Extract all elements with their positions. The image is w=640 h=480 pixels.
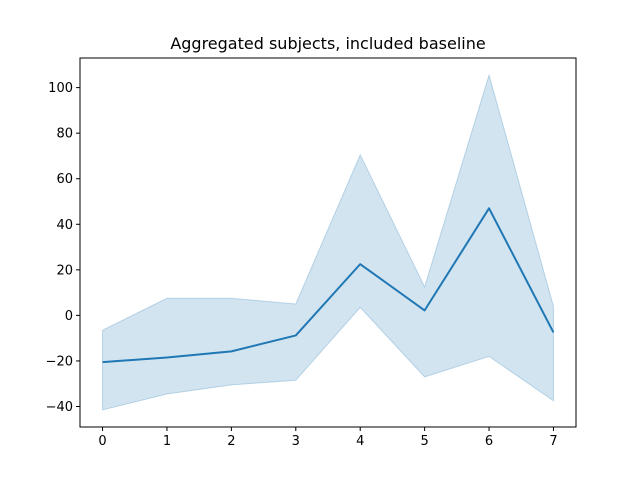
y-tick-label: 100: [48, 81, 73, 96]
x-tick-label: 3: [292, 434, 300, 449]
y-axis: −40 −20 0 20 40 60 80 100: [46, 81, 80, 415]
y-tick-label: −40: [46, 400, 73, 415]
x-tick-label: 7: [549, 434, 557, 449]
chart-title: Aggregated subjects, included baseline: [170, 34, 485, 53]
plot-frame: [79, 57, 577, 428]
y-tick-label: 40: [56, 218, 73, 233]
x-tick-label: 1: [163, 434, 171, 449]
y-tick-label: 0: [65, 309, 73, 324]
y-tick-label: 60: [56, 172, 73, 187]
y-tick-label: −20: [46, 354, 73, 369]
y-tick-label: 80: [56, 127, 73, 142]
confidence-band: [102, 73, 554, 411]
x-axis: 0 1 2 3 4 5 6 7: [98, 427, 558, 449]
x-tick-label: 5: [420, 434, 428, 449]
x-tick-label: 0: [98, 434, 106, 449]
y-tick-label: 20: [56, 263, 73, 278]
x-tick-label: 6: [485, 434, 493, 449]
confidence-band-layer: [102, 73, 554, 411]
series-line: [102, 207, 555, 364]
x-tick-label: 4: [356, 434, 364, 449]
series-line-layer: [102, 207, 555, 364]
x-tick-label: 2: [227, 434, 235, 449]
